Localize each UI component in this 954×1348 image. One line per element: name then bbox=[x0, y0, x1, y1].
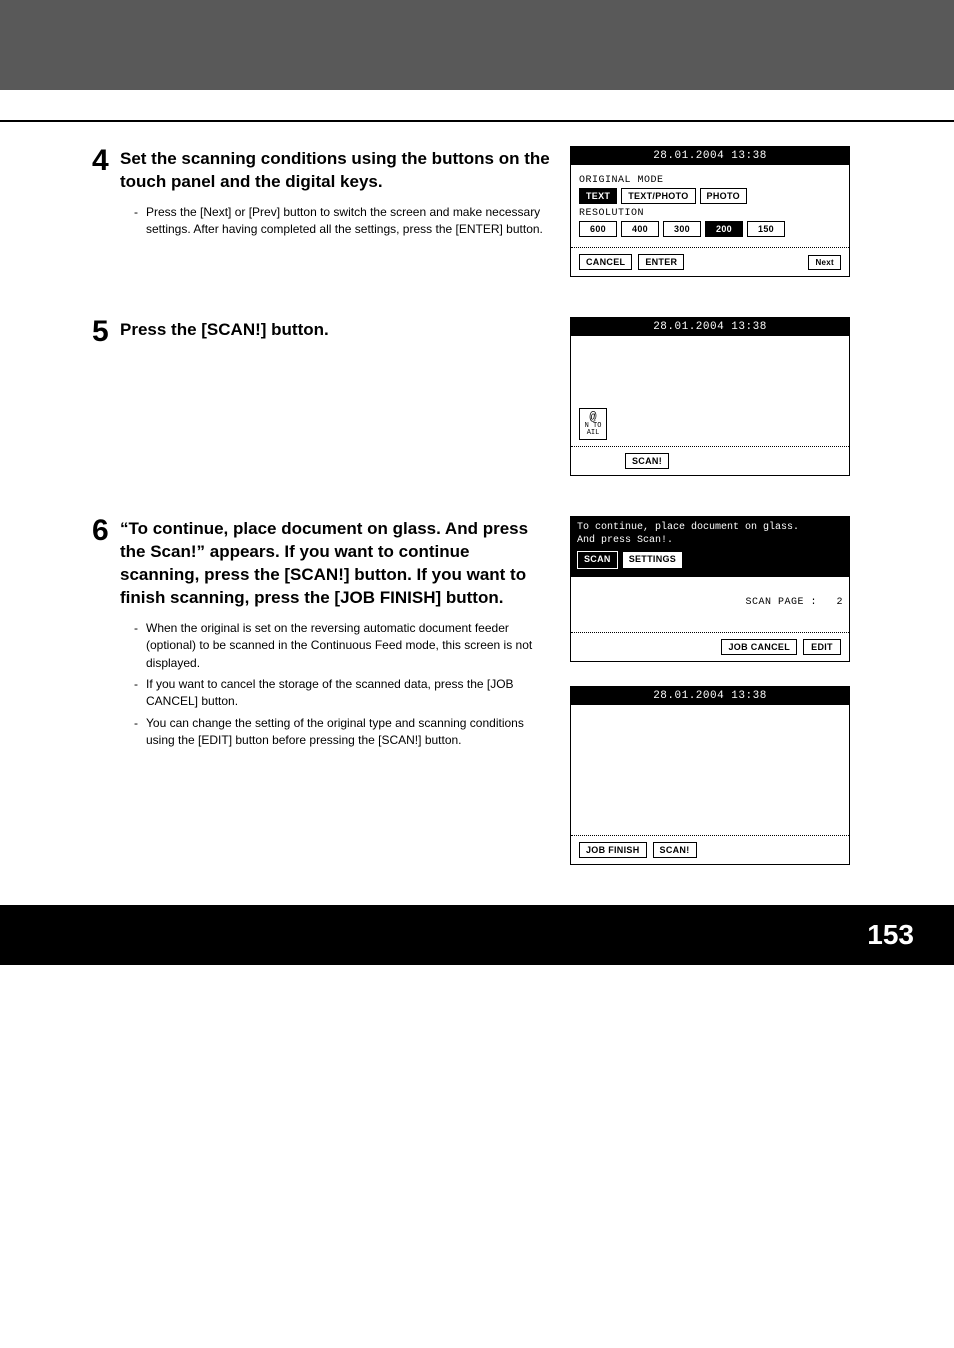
bullet-item: You can change the setting of the origin… bbox=[134, 715, 552, 750]
page-content: 4 Set the scanning conditions using the … bbox=[0, 120, 954, 865]
scan-page-label: SCAN PAGE : bbox=[745, 597, 817, 608]
scan-page-readout: SCAN PAGE : 2 bbox=[571, 577, 849, 632]
step-number: 6 bbox=[92, 516, 120, 865]
scan-button[interactable]: SCAN! bbox=[625, 453, 669, 469]
header-band bbox=[0, 0, 954, 90]
lcd-timestamp: 28.01.2004 13:38 bbox=[571, 687, 849, 705]
lcd-message: To continue, place document on glass. An… bbox=[571, 517, 849, 577]
page-number: 153 bbox=[867, 919, 914, 950]
res-400-button[interactable]: 400 bbox=[621, 221, 659, 237]
bullet-item: If you want to cancel the storage of the… bbox=[134, 676, 552, 711]
scan-button[interactable]: SCAN! bbox=[653, 842, 697, 858]
bullet-item: When the original is set on the reversin… bbox=[134, 620, 552, 672]
step-4: 4 Set the scanning conditions using the … bbox=[92, 146, 862, 277]
step-title: Set the scanning conditions using the bu… bbox=[120, 148, 552, 194]
mode-photo-button[interactable]: PHOTO bbox=[700, 188, 747, 204]
original-mode-label: ORIGINAL MODE bbox=[579, 175, 841, 186]
lcd-timestamp: 28.01.2004 13:38 bbox=[571, 147, 849, 165]
next-button[interactable]: Next bbox=[808, 255, 841, 270]
msg-line: To continue, place document on glass. bbox=[577, 521, 843, 534]
bullet-item: Press the [Next] or [Prev] button to swi… bbox=[134, 204, 552, 239]
res-150-button[interactable]: 150 bbox=[747, 221, 785, 237]
edit-button[interactable]: EDIT bbox=[803, 639, 841, 655]
page-footer: 153 bbox=[0, 905, 954, 965]
res-600-button[interactable]: 600 bbox=[579, 221, 617, 237]
cancel-button[interactable]: CANCEL bbox=[579, 254, 632, 270]
mode-textphoto-button[interactable]: TEXT/PHOTO bbox=[621, 188, 695, 204]
lcd-timestamp: 28.01.2004 13:38 bbox=[571, 318, 849, 336]
job-finish-button[interactable]: JOB FINISH bbox=[579, 842, 647, 858]
step-5: 5 Press the [SCAN!] button. 28.01.2004 1… bbox=[92, 317, 862, 476]
resolution-label: RESOLUTION bbox=[579, 208, 841, 219]
lcd-screen-3: To continue, place document on glass. An… bbox=[570, 516, 850, 662]
job-cancel-button[interactable]: JOB CANCEL bbox=[721, 639, 797, 655]
mode-text-button[interactable]: TEXT bbox=[579, 188, 617, 204]
res-200-button[interactable]: 200 bbox=[705, 221, 743, 237]
lcd-screen-4: 28.01.2004 13:38 JOB FINISH SCAN! bbox=[570, 686, 850, 865]
step-6: 6 “To continue, place document on glass.… bbox=[92, 516, 862, 865]
step-title: Press the [SCAN!] button. bbox=[120, 319, 552, 342]
settings-tab-button[interactable]: SETTINGS bbox=[622, 551, 683, 569]
res-300-button[interactable]: 300 bbox=[663, 221, 701, 237]
step-number: 4 bbox=[92, 146, 120, 277]
step-bullets: Press the [Next] or [Prev] button to swi… bbox=[120, 204, 552, 239]
msg-line: And press Scan!. bbox=[577, 534, 843, 547]
icon-label: N TO AIL bbox=[585, 422, 602, 437]
scan-page-value: 2 bbox=[836, 597, 843, 608]
scan-to-mail-icon[interactable]: @ N TO AIL bbox=[579, 408, 607, 440]
lcd-screen-1: 28.01.2004 13:38 ORIGINAL MODE TEXT TEXT… bbox=[570, 146, 850, 277]
enter-button[interactable]: ENTER bbox=[638, 254, 684, 270]
step-number: 5 bbox=[92, 317, 120, 476]
step-bullets: When the original is set on the reversin… bbox=[120, 620, 552, 750]
step-title: “To continue, place document on glass. A… bbox=[120, 518, 552, 610]
scan-tab-button[interactable]: SCAN bbox=[577, 551, 618, 569]
lcd-screen-2: 28.01.2004 13:38 @ N TO AIL SCAN! bbox=[570, 317, 850, 476]
